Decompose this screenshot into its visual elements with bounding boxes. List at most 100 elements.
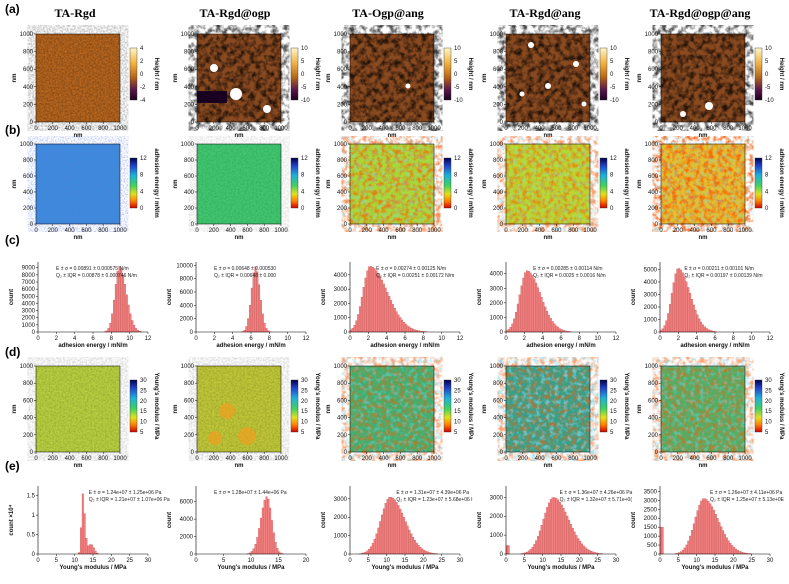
y-tick-label: 1000 — [334, 316, 348, 322]
histogram-bar — [696, 314, 699, 333]
histogram-bar — [546, 310, 549, 333]
colorbar-label: Young's modulus / MPa — [778, 373, 784, 441]
histogram-bar — [397, 505, 400, 555]
x-axis-label: nm — [544, 235, 553, 241]
x-tick-label: 1000 — [427, 126, 441, 132]
histogram-bar — [727, 540, 730, 555]
colorbar-tick-label: 0 — [454, 206, 458, 212]
adhesion-map-texture — [350, 144, 434, 224]
height-map-texture — [36, 34, 120, 122]
y-tick-label: 1000 — [490, 32, 504, 38]
histogram-bar — [114, 284, 117, 333]
colorbar-tick-label: 4 — [765, 189, 769, 195]
histogram-bar — [278, 551, 281, 555]
x-tick-label: 200 — [48, 456, 59, 462]
colorbar-label: Young's modulus / MPa — [467, 373, 473, 441]
map-frame — [35, 33, 121, 123]
y-tick-label: 600 — [23, 174, 34, 180]
y-tick-label: 0.5 — [27, 533, 36, 539]
y-axis-label: nm — [326, 180, 332, 189]
y-tick-label: 200 — [493, 102, 504, 108]
colorbar — [599, 47, 608, 101]
histogram-bar — [91, 544, 93, 555]
y-tick-label: 1500 — [644, 525, 658, 531]
histogram-bar — [687, 287, 690, 333]
y-tick-label: 0 — [655, 450, 659, 456]
x-tick-label: 4 — [73, 336, 77, 342]
histogram-bar — [125, 294, 128, 333]
x-tick-label: 1000 — [274, 228, 288, 234]
histogram-bar — [702, 324, 704, 333]
histogram-bar — [540, 297, 543, 333]
y-tick-label: 3000 — [334, 287, 348, 293]
histogram-bar — [670, 293, 673, 333]
histogram-bar — [722, 530, 725, 555]
x-tick-label: 0 — [504, 228, 508, 234]
histogram-bar — [423, 549, 426, 555]
x-tick-label: 400 — [226, 126, 237, 132]
y-axis-label: count — [631, 289, 637, 305]
histogram-bar — [555, 325, 558, 333]
histogram-bar — [577, 538, 580, 555]
histogram-bar — [560, 329, 563, 333]
statistics-annotation: E ± σ = 1.31e+07 ± 4.39e+06 Pa — [396, 490, 469, 496]
y-tick-label: 600 — [337, 174, 348, 180]
statistics-annotation: E ± σ = 0.00891 ± 0.000575 N/m — [56, 266, 129, 272]
histogram-bar — [85, 537, 88, 555]
colorbar-tick-label: -10 — [454, 98, 463, 104]
x-tick-label: 200 — [673, 126, 684, 132]
x-tick-label: 25 — [748, 558, 755, 564]
x-tick-label: 0 — [504, 558, 508, 564]
colorbar-tick-label: 4 — [301, 189, 305, 195]
histogram-bar — [702, 498, 704, 555]
x-tick-label: 0 — [34, 228, 38, 234]
colorbar-tick-label: 12 — [454, 156, 461, 162]
x-tick-label: 0 — [195, 126, 199, 132]
x-tick-label: 1000 — [583, 228, 597, 234]
x-tick-label: 8 — [732, 336, 736, 342]
y-tick-label: 1000 — [490, 315, 504, 321]
x-axis-label: nm — [74, 235, 83, 241]
histogram-bar — [559, 501, 561, 555]
statistics-annotation: E ± σ = 1.26e+07 ± 4.11e+06 Pa — [710, 490, 783, 496]
x-axis-label: nm — [388, 463, 397, 469]
y-tick-label: 600 — [493, 174, 504, 180]
x-tick-label: 400 — [379, 126, 390, 132]
modulus-map-panel: 00 200 200 400 400 600 600 800 800 1000 1000 nm nm 30… — [173, 364, 320, 469]
y-tick-label: 0 — [190, 552, 194, 558]
histogram-bar — [507, 545, 510, 555]
x-tick-label: 600 — [706, 126, 717, 132]
histogram-bar — [676, 268, 679, 333]
y-axis-label: nm — [637, 405, 643, 414]
y-tick-label: 0 — [654, 552, 658, 558]
y-tick-label: 8000 — [180, 277, 194, 283]
histogram-bar — [667, 313, 670, 333]
y-tick-label: 0 — [32, 330, 36, 336]
y-tick-label: 9000 — [22, 266, 36, 272]
y-tick-label: 3000 — [490, 495, 504, 501]
x-tick-label: 10 — [594, 336, 601, 342]
colorbar-tick-label: 4 — [140, 189, 144, 195]
histogram-bar — [129, 313, 132, 333]
x-tick-label: 200 — [362, 126, 373, 132]
histogram-bar — [107, 328, 110, 333]
adhesion-map-texture — [36, 144, 120, 224]
histogram-bar — [575, 535, 578, 555]
x-tick-label: 200 — [673, 228, 684, 234]
histogram-bar — [549, 318, 552, 333]
y-tick-label: 0 — [500, 450, 504, 456]
colorbar-tick-label: 20 — [765, 399, 772, 405]
histogram-bar — [661, 328, 664, 333]
x-tick-label: 200 — [48, 228, 59, 234]
x-tick-label: 0 — [194, 558, 198, 564]
y-tick-label: 500 — [647, 543, 658, 549]
x-tick-label: 200 — [209, 228, 220, 234]
histogram-bar — [527, 271, 530, 333]
colorbar-tick-label: 15 — [140, 409, 147, 415]
y-tick-label: 800 — [337, 158, 348, 164]
colorbar-tick-label: 0 — [610, 72, 614, 78]
histogram-bar — [122, 274, 125, 333]
modulus-map-feature — [219, 403, 235, 419]
histogram-bar — [355, 320, 358, 333]
histogram-bar — [709, 503, 712, 555]
